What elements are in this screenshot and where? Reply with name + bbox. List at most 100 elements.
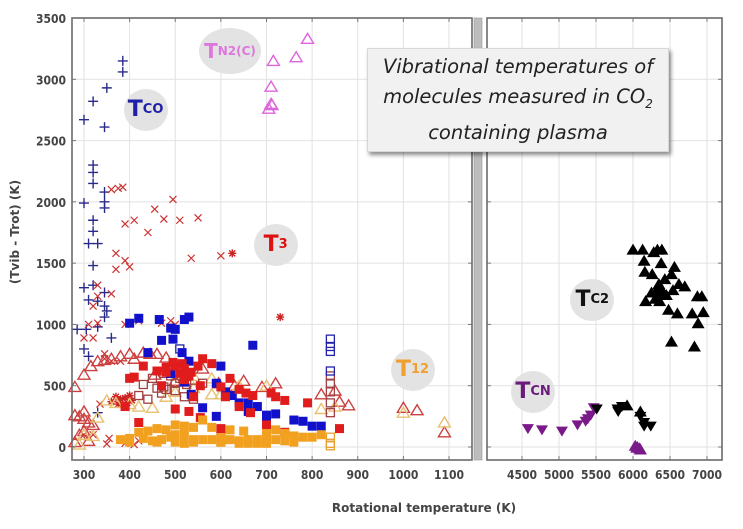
data-point [300, 31, 315, 45]
data-point [76, 367, 92, 380]
data-point [117, 66, 128, 77]
data-point [179, 371, 189, 381]
data-point [187, 254, 196, 263]
data-point [149, 346, 165, 360]
data-point [216, 424, 226, 434]
annotation-main: T [204, 39, 218, 64]
data-point [101, 82, 112, 93]
x-tick-label: 700 [255, 468, 278, 482]
data-point [658, 273, 672, 285]
data-point [89, 430, 98, 439]
data-point [157, 335, 167, 345]
data-point [104, 351, 119, 364]
data-point [170, 404, 180, 414]
data-point [263, 79, 279, 92]
data-point [332, 394, 347, 407]
y-tick-label: 2000 [36, 196, 66, 210]
data-point [644, 421, 657, 432]
data-point [266, 54, 281, 67]
data-point [102, 440, 111, 448]
data-point [653, 295, 667, 307]
data-point [92, 296, 103, 307]
data-point [177, 359, 187, 369]
annotation-tco: T CO [123, 88, 168, 131]
data-point [662, 303, 676, 315]
data-point [126, 351, 142, 364]
x-tick-label: 900 [346, 468, 369, 482]
data-point [88, 178, 99, 189]
data-point [93, 319, 102, 328]
data-point [92, 238, 103, 249]
data-point [670, 307, 684, 319]
axis-break [473, 17, 483, 461]
data-point [289, 415, 299, 425]
data-point [105, 434, 114, 443]
data-point [99, 202, 110, 213]
data-point [179, 438, 189, 448]
data-point [620, 399, 634, 411]
data-points [67, 31, 710, 455]
data-point [264, 98, 280, 111]
data-point [88, 260, 99, 271]
annotation-sub: 3 [278, 237, 288, 253]
data-point [125, 391, 134, 400]
data-point [107, 289, 116, 298]
data-point [88, 96, 99, 107]
data-point [672, 277, 686, 289]
data-point [143, 394, 153, 404]
data-point [325, 341, 336, 352]
data-point [252, 402, 262, 412]
data-point [99, 287, 110, 298]
data-point [555, 426, 568, 437]
annotation-tc2: T C2 [570, 278, 615, 321]
data-point [271, 435, 281, 445]
data-point [280, 395, 290, 405]
data-point [101, 305, 112, 316]
data-point [316, 430, 326, 440]
data-point [325, 346, 336, 357]
x-tick-label: 5000 [544, 468, 574, 482]
data-point [227, 391, 237, 401]
data-point [170, 385, 180, 396]
data-point [88, 280, 99, 291]
annotation-main: T [395, 357, 411, 383]
data-point [79, 282, 89, 293]
data-point [225, 373, 235, 383]
data-point [179, 430, 189, 440]
data-point [168, 384, 183, 398]
data-point [691, 317, 705, 329]
data-point [99, 393, 115, 406]
data-point [271, 409, 281, 419]
x-tick-label: 4500 [507, 468, 537, 482]
data-point [271, 392, 281, 402]
annotation-sub: CN [530, 384, 551, 400]
data-point [664, 335, 678, 347]
data-point [220, 387, 230, 397]
data-point [325, 432, 336, 442]
data-point [396, 400, 411, 413]
data-point [158, 350, 174, 363]
y-tick-label: 0 [58, 441, 66, 455]
y-axis-title: (Tvib - Trot) (K) [8, 180, 22, 284]
data-point [289, 437, 299, 447]
data-point [207, 359, 217, 369]
data-point [184, 312, 194, 322]
annotation-sub: C2 [590, 292, 610, 308]
data-point [288, 50, 304, 63]
data-point [89, 333, 98, 342]
data-point [99, 312, 110, 323]
data-point [243, 398, 253, 408]
plot-frame-left [71, 17, 473, 461]
data-point [266, 388, 276, 398]
data-point [114, 184, 123, 193]
data-point [157, 381, 167, 391]
data-point [79, 198, 89, 209]
data-point [121, 393, 130, 402]
data-point [189, 437, 198, 447]
data-point [325, 408, 336, 418]
data-point [117, 55, 128, 66]
data-point [695, 290, 709, 302]
data-point [316, 421, 326, 431]
data-point [262, 429, 271, 439]
